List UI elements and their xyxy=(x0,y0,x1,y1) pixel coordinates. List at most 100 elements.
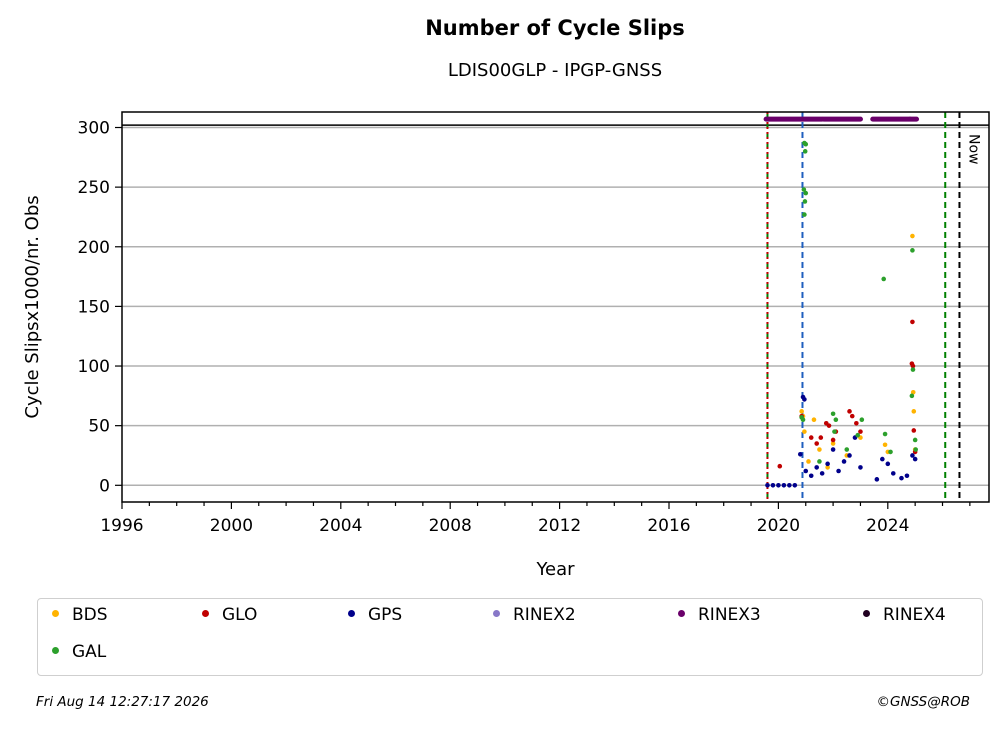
data-point-gal xyxy=(844,447,850,452)
data-point-glo xyxy=(830,437,836,443)
legend-item-rinex2: RINEX2 xyxy=(493,605,576,625)
legend-marker xyxy=(52,609,59,617)
x-tick-label: 2012 xyxy=(538,516,581,536)
legend-label: RINEX3 xyxy=(698,605,761,625)
legend-item-glo: GLO xyxy=(202,605,257,625)
data-point-glo xyxy=(814,441,819,446)
data-point-bds xyxy=(911,409,917,414)
legend-label: RINEX2 xyxy=(513,605,576,625)
data-point-bds xyxy=(799,409,804,414)
data-point-gps xyxy=(825,461,830,467)
data-point-gps xyxy=(792,483,798,488)
data-point-gps xyxy=(880,456,885,462)
data-point-gal xyxy=(888,449,893,455)
data-point-gal xyxy=(910,367,916,372)
y-tick-label: 0 xyxy=(99,476,110,496)
data-point-gps xyxy=(874,477,880,482)
data-point-glo xyxy=(826,423,832,428)
data-point-gps xyxy=(819,471,825,476)
data-point-gal xyxy=(802,212,807,217)
y-tick-label: 300 xyxy=(78,119,110,139)
data-point-gal xyxy=(801,187,807,192)
legend: BDS GLO GPS RINEX2 RINEX3 RINEX4 GAL xyxy=(37,598,983,676)
data-point-bds xyxy=(910,389,916,395)
data-point-bds xyxy=(817,447,822,452)
data-point-gal xyxy=(881,276,887,282)
legend-label: RINEX4 xyxy=(883,605,946,625)
chart-title: Number of Cycle Slips xyxy=(425,16,685,40)
timestamp: Fri Aug 14 12:27:17 2026 xyxy=(36,694,209,710)
data-point-gps xyxy=(765,483,770,488)
data-point-bds xyxy=(806,459,811,464)
x-tick-label: 2008 xyxy=(429,516,472,536)
x-tick-label: 2000 xyxy=(210,516,253,536)
plot-area: Now 1996 2000 2004 2008 2012 2016 2020 2024 0 50 10… xyxy=(22,111,990,580)
data-point-gps xyxy=(912,456,918,462)
x-tick-label: 2004 xyxy=(319,516,362,536)
data-point-gps xyxy=(814,465,819,470)
data-point-gps xyxy=(808,473,814,479)
y-tick-label: 100 xyxy=(78,357,110,377)
data-point-gps xyxy=(847,453,852,458)
chart-subtitle: LDIS00GLP - IPGP-GNSS xyxy=(447,60,663,81)
data-point-glo xyxy=(854,420,859,426)
data-point-gal xyxy=(803,141,809,147)
data-point-gal xyxy=(800,417,806,423)
x-tick-label: 2016 xyxy=(647,516,690,536)
y-tick-label: 200 xyxy=(78,238,110,258)
copyright: ©GNSS@ROB xyxy=(876,694,971,710)
data-point-gps xyxy=(910,453,915,458)
data-point-gps xyxy=(830,447,836,452)
data-point-bds xyxy=(811,417,817,423)
data-point-glo xyxy=(910,363,916,369)
data-point-gps xyxy=(841,459,847,464)
data-point-gal xyxy=(832,429,837,434)
data-point-glo xyxy=(808,435,814,440)
legend-item-rinex3: RINEX3 xyxy=(678,605,761,625)
data-point-gps xyxy=(899,475,904,481)
legend-marker xyxy=(348,609,355,617)
data-point-glo xyxy=(911,428,917,433)
data-point-gal xyxy=(802,199,808,204)
data-point-gps xyxy=(904,473,910,479)
data-point-glo xyxy=(847,409,852,414)
x-tick-label: 1996 xyxy=(100,516,143,536)
data-point-gal xyxy=(909,393,915,399)
x-tick-label: 2024 xyxy=(866,516,909,536)
data-point-gal xyxy=(817,459,822,464)
legend-item-bds: BDS xyxy=(52,605,108,625)
legend-item-gps: GPS xyxy=(348,605,402,625)
data-point-bds xyxy=(830,441,836,446)
legend-marker xyxy=(493,609,500,617)
legend-item-rinex4: RINEX4 xyxy=(863,605,946,625)
data-point-gps xyxy=(802,397,807,402)
legend-label: GAL xyxy=(72,642,107,662)
y-tick-label: 50 xyxy=(88,417,110,437)
data-point-gal xyxy=(830,411,836,417)
data-point-bds xyxy=(910,233,915,239)
legend-label: GPS xyxy=(368,605,403,625)
data-point-gal xyxy=(803,190,809,196)
y-axis-label: Cycle Slipsx1000/nr. Obs xyxy=(22,195,43,418)
data-point-bds xyxy=(802,429,807,434)
data-point-gps xyxy=(797,451,803,457)
data-point-glo xyxy=(858,429,863,434)
data-point-glo xyxy=(910,319,915,325)
data-point-bds xyxy=(882,442,888,448)
data-point-gal xyxy=(859,417,865,423)
y-tick-label: 150 xyxy=(78,297,110,317)
data-point-gps xyxy=(787,483,792,488)
y-tick-label: 250 xyxy=(78,178,110,198)
data-point-gps xyxy=(770,483,776,488)
x-tick-label: 2020 xyxy=(757,516,800,536)
legend-label: BDS xyxy=(72,605,108,625)
now-label: Now xyxy=(965,134,981,165)
data-point-glo xyxy=(849,413,855,419)
data-point-gps xyxy=(803,468,809,474)
data-point-gps xyxy=(858,465,863,470)
legend-item-gal: GAL xyxy=(52,642,106,662)
legend-marker xyxy=(52,646,59,654)
data-point-gal xyxy=(833,417,839,423)
data-point-bds xyxy=(825,465,830,470)
data-point-gps xyxy=(885,461,891,467)
